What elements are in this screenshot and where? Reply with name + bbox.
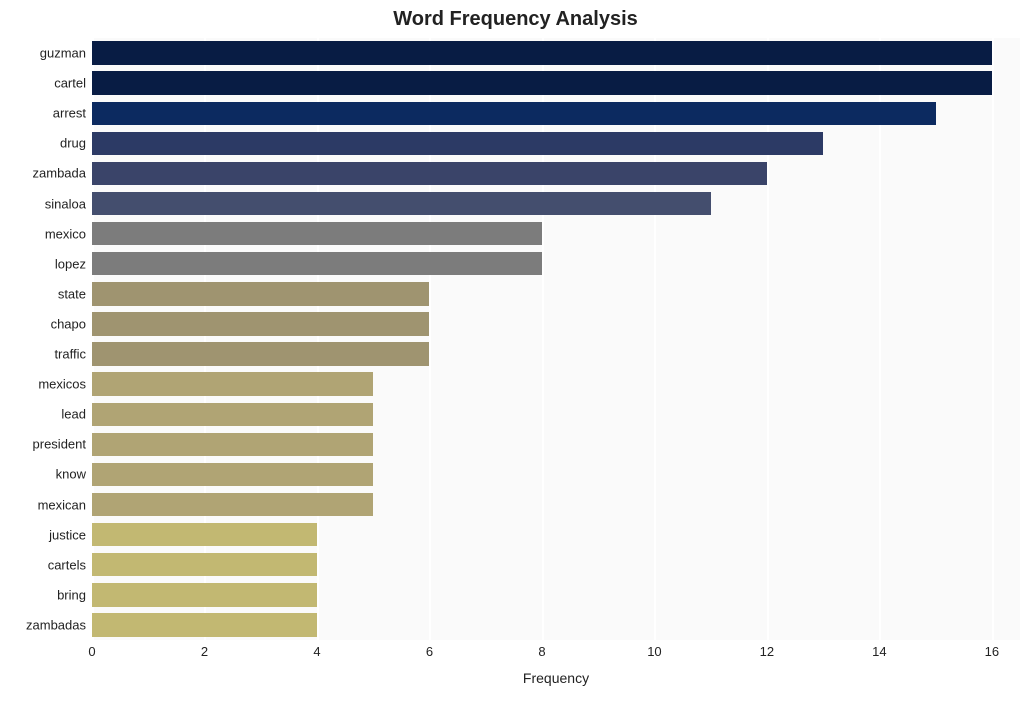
- y-tick-label: state: [0, 286, 86, 301]
- bar: [92, 222, 542, 245]
- y-tick-label: lead: [0, 407, 86, 422]
- grid-line: [204, 38, 206, 640]
- grid-line: [992, 38, 994, 640]
- y-tick-label: sinaloa: [0, 196, 86, 211]
- bar: [92, 132, 823, 155]
- y-tick-label: guzman: [0, 46, 86, 61]
- chart-container: Word Frequency Analysis guzman cartel arre…: [0, 0, 1031, 701]
- grid-line: [542, 38, 544, 640]
- x-tick-label: 6: [426, 644, 433, 659]
- y-tick-label: cartels: [0, 557, 86, 572]
- chart-title: Word Frequency Analysis: [0, 8, 1031, 31]
- y-tick-label: bring: [0, 587, 86, 602]
- x-tick-label: 12: [760, 644, 774, 659]
- bar: [92, 71, 992, 94]
- bar: [92, 433, 373, 456]
- bar: [92, 312, 429, 335]
- bar: [92, 613, 317, 636]
- bar: [92, 403, 373, 426]
- grid-line: [654, 38, 656, 640]
- bar: [92, 372, 373, 395]
- x-axis-title: Frequency: [92, 670, 1020, 686]
- grid-line: [92, 38, 94, 640]
- y-tick-label: lopez: [0, 256, 86, 271]
- x-tick-label: 0: [88, 644, 95, 659]
- grid-line: [767, 38, 769, 640]
- grid-line: [879, 38, 881, 640]
- bar: [92, 553, 317, 576]
- y-tick-label: chapo: [0, 316, 86, 331]
- bar: [92, 583, 317, 606]
- bar: [92, 342, 429, 365]
- y-tick-label: zambada: [0, 166, 86, 181]
- x-axis-ticks: 0246810121416: [92, 640, 1020, 670]
- x-tick-label: 2: [201, 644, 208, 659]
- x-tick-label: 10: [647, 644, 661, 659]
- y-tick-label: zambadas: [0, 617, 86, 632]
- bar: [92, 192, 711, 215]
- plot-area: [92, 38, 1020, 640]
- y-tick-label: drug: [0, 136, 86, 151]
- grid-line: [429, 38, 431, 640]
- x-tick-label: 16: [985, 644, 999, 659]
- y-tick-label: justice: [0, 527, 86, 542]
- y-tick-label: cartel: [0, 76, 86, 91]
- y-tick-label: arrest: [0, 106, 86, 121]
- y-tick-label: mexico: [0, 226, 86, 241]
- bar: [92, 282, 429, 305]
- bar: [92, 41, 992, 64]
- y-tick-label: know: [0, 467, 86, 482]
- bar: [92, 493, 373, 516]
- bar: [92, 102, 936, 125]
- y-tick-label: traffic: [0, 347, 86, 362]
- x-tick-label: 8: [538, 644, 545, 659]
- bar: [92, 162, 767, 185]
- y-tick-label: mexicos: [0, 377, 86, 392]
- bar: [92, 252, 542, 275]
- y-tick-label: mexican: [0, 497, 86, 512]
- bar: [92, 523, 317, 546]
- y-axis-labels: guzman cartel arrest drug zambada sinaloa mexi…: [0, 38, 92, 640]
- bar: [92, 463, 373, 486]
- y-tick-label: president: [0, 437, 86, 452]
- x-tick-label: 14: [872, 644, 886, 659]
- grid-line: [317, 38, 319, 640]
- x-tick-label: 4: [313, 644, 320, 659]
